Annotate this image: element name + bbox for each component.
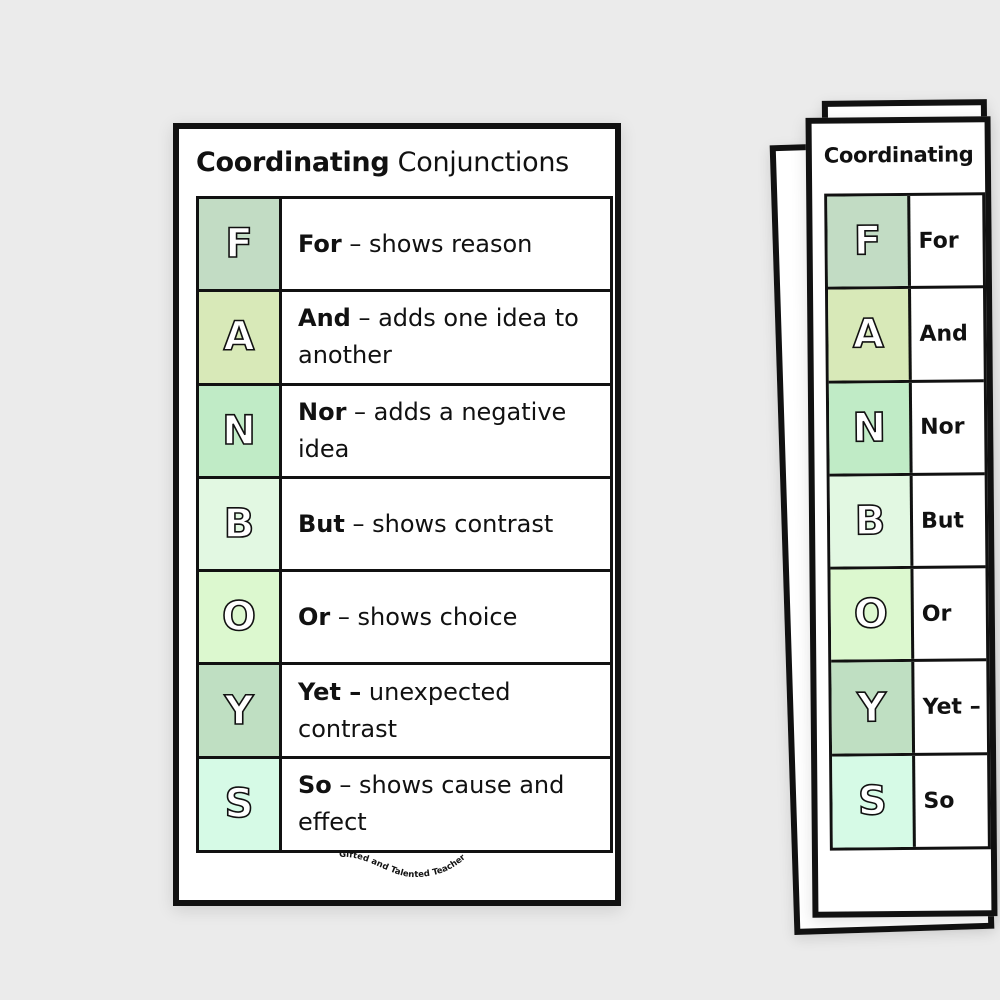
conjunction-word: Yet – bbox=[922, 694, 981, 720]
svg-text:Gifted and Talented Teacher: Gifted and Talented Teacher bbox=[339, 850, 468, 880]
conjunction-word: But bbox=[298, 509, 345, 538]
conjunction-word: Yet – bbox=[298, 677, 362, 706]
description-cell: Or bbox=[913, 568, 986, 659]
conjunction-meaning: – adds a negative idea bbox=[298, 397, 567, 463]
conjunction-word: Nor bbox=[298, 397, 347, 426]
fanboys-card-stack: Coordinating F For A And N Nor B But O Or Y Yet – S S… bbox=[805, 116, 998, 918]
conjunction-word: For bbox=[298, 229, 342, 258]
conjunction-table: F For A And N Nor B But O Or Y Yet – S So bbox=[824, 192, 991, 851]
description-cell: But bbox=[913, 475, 986, 566]
fanboys-card: Coordinating Conjunctions F For – shows r… bbox=[173, 123, 621, 906]
table-row: B But bbox=[829, 475, 986, 570]
description-cell: Yet – bbox=[914, 662, 987, 753]
table-row: A And bbox=[828, 288, 984, 384]
table-row: O Or bbox=[830, 568, 987, 664]
table-row: F For bbox=[827, 195, 984, 290]
letter-cell: N bbox=[828, 382, 913, 474]
letter-cell: O bbox=[830, 569, 915, 661]
conjunction-word: And bbox=[919, 321, 968, 347]
conjunction-word: So bbox=[923, 788, 955, 814]
table-row: N Nor – adds a negative idea bbox=[199, 385, 610, 479]
conjunction-word: So bbox=[298, 771, 332, 800]
letter-cell: Y bbox=[831, 662, 916, 754]
card-title: Coordinating bbox=[824, 142, 974, 167]
conjunction-word: Nor bbox=[920, 414, 965, 441]
conjunction-meaning: – adds one idea to another bbox=[298, 304, 579, 370]
conjunction-word: For bbox=[918, 228, 959, 254]
conjunction-meaning: – shows contrast bbox=[344, 509, 554, 538]
letter-cell: A bbox=[199, 292, 282, 383]
table-row: Y Yet – bbox=[831, 661, 988, 757]
table-row: A And – adds one idea to another bbox=[199, 292, 610, 386]
table-row: N Nor bbox=[828, 381, 985, 477]
letter-cell: B bbox=[829, 475, 914, 567]
letter-cell: A bbox=[828, 289, 912, 381]
table-row: B But – shows contrast bbox=[199, 478, 610, 573]
conjunction-word: But bbox=[920, 507, 965, 534]
logo: Gifted and Talented Teacher bbox=[339, 850, 468, 880]
logo-text: Gifted and Talented Teacher bbox=[339, 850, 468, 880]
description-cell: Nor bbox=[912, 382, 985, 473]
description-cell: So – shows cause and effect bbox=[282, 759, 610, 850]
description-cell: Nor – adds a negative idea bbox=[282, 386, 610, 476]
description-cell: But – shows contrast bbox=[282, 479, 610, 569]
table-row: O Or – shows choice bbox=[199, 572, 610, 666]
letter-cell: N bbox=[199, 385, 282, 476]
letter-cell: S bbox=[199, 758, 282, 850]
description-cell: And bbox=[911, 289, 984, 380]
title-bold: Coordinating bbox=[196, 147, 390, 178]
letter-cell: B bbox=[199, 478, 282, 570]
description-cell: Or – shows choice bbox=[282, 572, 610, 662]
conjunction-meaning: – shows choice bbox=[330, 602, 518, 631]
title-rest: Conjunctions bbox=[397, 147, 570, 178]
letter-cell: F bbox=[827, 195, 911, 287]
description-cell: Yet – unexpected contrast bbox=[282, 665, 610, 755]
conjunction-meaning: – shows reason bbox=[341, 229, 533, 258]
conjunction-word: Or bbox=[921, 601, 952, 627]
letter-cell: S bbox=[832, 755, 916, 848]
description-cell: For – shows reason bbox=[282, 199, 610, 289]
conjunction-meaning: – shows cause and effect bbox=[298, 771, 565, 837]
table-row: F For – shows reason bbox=[199, 199, 610, 293]
conjunction-meaning: unexpected contrast bbox=[298, 677, 511, 743]
description-cell: For bbox=[910, 195, 983, 286]
table-row: S So bbox=[832, 755, 988, 848]
conjunction-table: F For – shows reason A And – adds one idea … bbox=[196, 196, 613, 853]
table-row: S So – shows cause and effect bbox=[199, 758, 610, 850]
conjunction-word: And bbox=[298, 304, 351, 333]
letter-cell: Y bbox=[199, 665, 282, 756]
table-row: Y Yet – unexpected contrast bbox=[199, 665, 610, 759]
description-cell: So bbox=[915, 755, 988, 847]
conjunction-word: Or bbox=[298, 602, 331, 631]
title-bold: Coordinating bbox=[823, 142, 974, 168]
letter-cell: F bbox=[199, 199, 282, 290]
description-cell: And – adds one idea to another bbox=[282, 292, 610, 382]
card-title: Coordinating Conjunctions bbox=[196, 147, 569, 178]
letter-cell: O bbox=[199, 572, 282, 663]
